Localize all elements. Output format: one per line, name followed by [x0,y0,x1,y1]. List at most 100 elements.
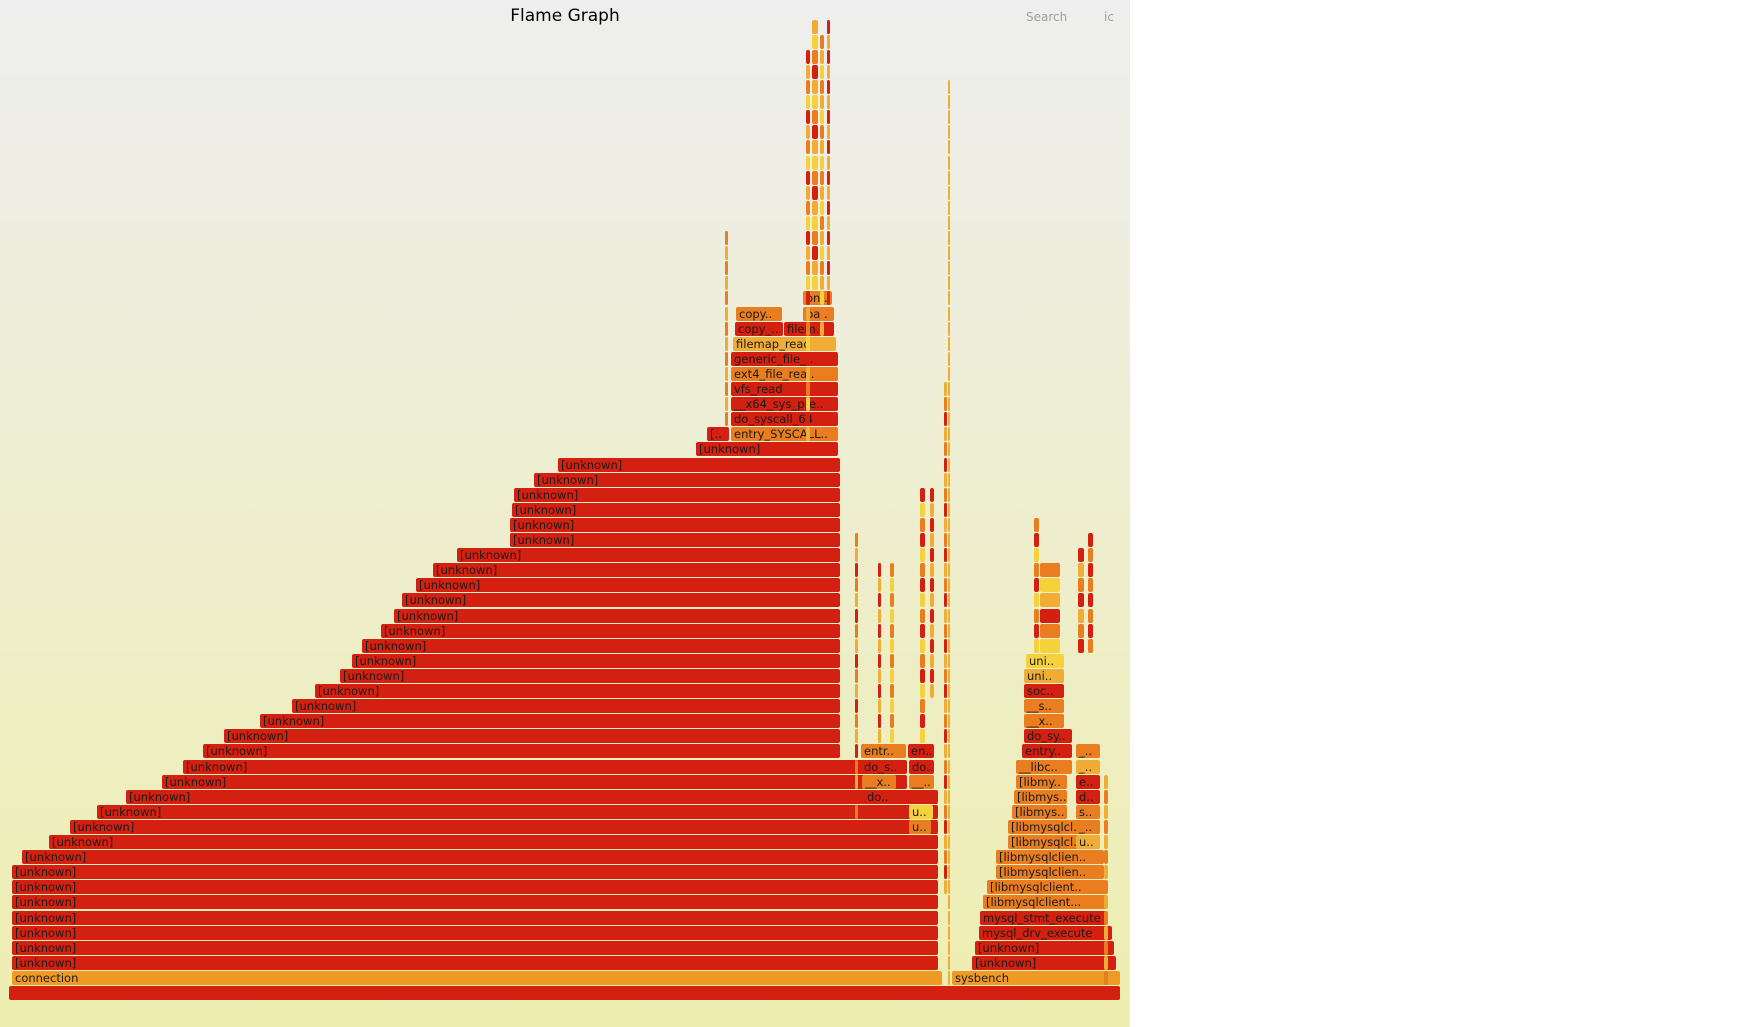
flame-frame-slim[interactable] [948,744,950,759]
flame-frame-slim[interactable] [890,578,894,593]
flame-frame-slim[interactable] [948,563,950,578]
flame-frame-slim[interactable] [930,684,934,698]
flame-frame[interactable]: _.. [1076,759,1100,774]
flame-frame-slim[interactable] [948,215,950,230]
flame-frame-slim[interactable] [827,185,830,200]
flame-frame-slim[interactable] [944,759,947,774]
flame-frame-slim[interactable] [806,110,810,125]
flame-frame-slim[interactable] [948,895,950,910]
flame-frame-slim[interactable] [820,185,824,200]
flame-frame-slim[interactable] [812,49,818,64]
flame-frame-slim[interactable] [855,578,858,593]
flame-frame-slim[interactable] [806,95,810,110]
flame-frame-slim[interactable] [890,729,894,744]
flame-frame[interactable]: [unknown] [975,940,1114,955]
flame-frame-slim[interactable] [948,804,950,819]
flame-frame-slim[interactable] [855,699,858,714]
flame-frame-slim[interactable] [806,231,810,245]
flame-frame[interactable]: e.. [1076,774,1100,789]
flame-frame-slim[interactable] [878,623,881,638]
flame-frame-slim[interactable] [1104,925,1108,940]
flame-frame-slim[interactable] [930,548,934,563]
flame-frame-slim[interactable] [827,200,830,215]
flame-frame-slim[interactable] [1078,608,1084,623]
flame-frame-slim[interactable] [855,684,858,698]
flame-frame[interactable]: s.. [1076,804,1100,819]
flame-frame-slim[interactable] [812,110,818,125]
flame-frame-slim[interactable] [827,170,830,185]
flame-frame-slim[interactable] [948,366,950,381]
flame-frame-slim[interactable] [878,668,881,683]
flame-frame-slim[interactable] [1104,789,1108,804]
flame-frame[interactable]: [unknown] [340,668,840,683]
flame-frame[interactable]: filemap_read [733,336,836,351]
flame-frame-slim[interactable] [820,261,824,276]
flame-frame-slim[interactable] [944,880,947,895]
flame-frame-slim[interactable] [806,215,810,230]
flame-frame-slim[interactable] [1034,593,1039,608]
flame-frame-slim[interactable] [1040,593,1060,608]
flame-frame-slim[interactable] [948,457,950,472]
flame-frame[interactable]: [libmysqlclient.. [987,880,1106,895]
flame-frame-slim[interactable] [890,684,894,698]
search-button[interactable]: Search [1026,10,1068,24]
flame-frame-slim[interactable] [827,276,830,291]
flame-frame-slim[interactable] [948,276,950,291]
flame-frame[interactable]: connection [12,970,942,985]
flame-frame[interactable]: [unknown] [381,623,840,638]
flame-frame-slim[interactable] [820,291,824,306]
flame-frame-slim[interactable] [806,155,810,170]
flame-frame[interactable]: entr.. [861,744,906,759]
flame-frame-slim[interactable] [948,668,950,683]
flame-frame[interactable]: [unknown] [433,563,840,578]
flame-frame-slim[interactable] [827,110,830,125]
flame-frame-slim[interactable] [806,306,810,321]
flame-frame[interactable]: [unknown] [534,472,840,487]
flame-frame-slim[interactable] [944,699,947,714]
flame-frame-slim[interactable] [1088,608,1093,623]
flame-frame-slim[interactable] [878,684,881,698]
flame-frame-slim[interactable] [1040,578,1060,593]
flame-frame[interactable]: do_syscall_64 [731,412,838,427]
flame-frame[interactable]: [libmysqlclien.. [996,850,1104,865]
flame-frame[interactable]: generic_file_.. [731,351,838,366]
flame-frame-slim[interactable] [948,321,950,336]
flame-frame-slim[interactable] [806,64,810,79]
flame-frame[interactable]: _.. [1076,744,1100,759]
flame-frame-slim[interactable] [948,110,950,125]
flame-frame-slim[interactable] [806,170,810,185]
flame-frame-slim[interactable] [725,382,728,396]
flame-frame-slim[interactable] [930,623,934,638]
flame-frame-slim[interactable] [806,80,810,94]
flame-frame-slim[interactable] [948,955,950,970]
flame-frame-slim[interactable] [944,593,947,608]
flame-frame-slim[interactable] [890,623,894,638]
flame-frame-slim[interactable] [1104,940,1108,955]
flame-frame[interactable]: [libmy.. [1016,774,1067,789]
flame-frame-slim[interactable] [944,548,947,563]
flame-frame[interactable]: [unknown] [260,714,840,729]
flame-frame-slim[interactable] [1034,578,1039,593]
flame-frame-slim[interactable] [812,155,818,170]
flame-frame-slim[interactable] [1088,563,1093,578]
flame-frame-slim[interactable] [948,925,950,940]
flame-frame[interactable]: [libmysqlclient... [983,895,1108,910]
flame-frame-slim[interactable] [1104,804,1108,819]
flame-frame-slim[interactable] [930,578,934,593]
flame-frame-slim[interactable] [930,608,934,623]
flame-frame-slim[interactable] [1034,517,1039,532]
flame-frame-slim[interactable] [812,231,818,245]
flame-frame-slim[interactable] [812,185,818,200]
flame-frame-slim[interactable] [944,729,947,744]
flame-frame-slim[interactable] [855,563,858,578]
flame-frame-slim[interactable] [1040,623,1060,638]
flame-frame-slim[interactable] [1088,548,1093,563]
flame-frame-slim[interactable] [827,125,830,140]
flame-frame-slim[interactable] [806,200,810,215]
flame-frame-slim[interactable] [890,699,894,714]
flame-frame[interactable]: [unknown] [362,638,840,653]
flame-frame-slim[interactable] [820,110,824,125]
flame-frame-slim[interactable] [1078,638,1084,653]
flame-frame[interactable]: __libc.. [1016,759,1072,774]
flame-frame-slim[interactable] [806,49,810,64]
